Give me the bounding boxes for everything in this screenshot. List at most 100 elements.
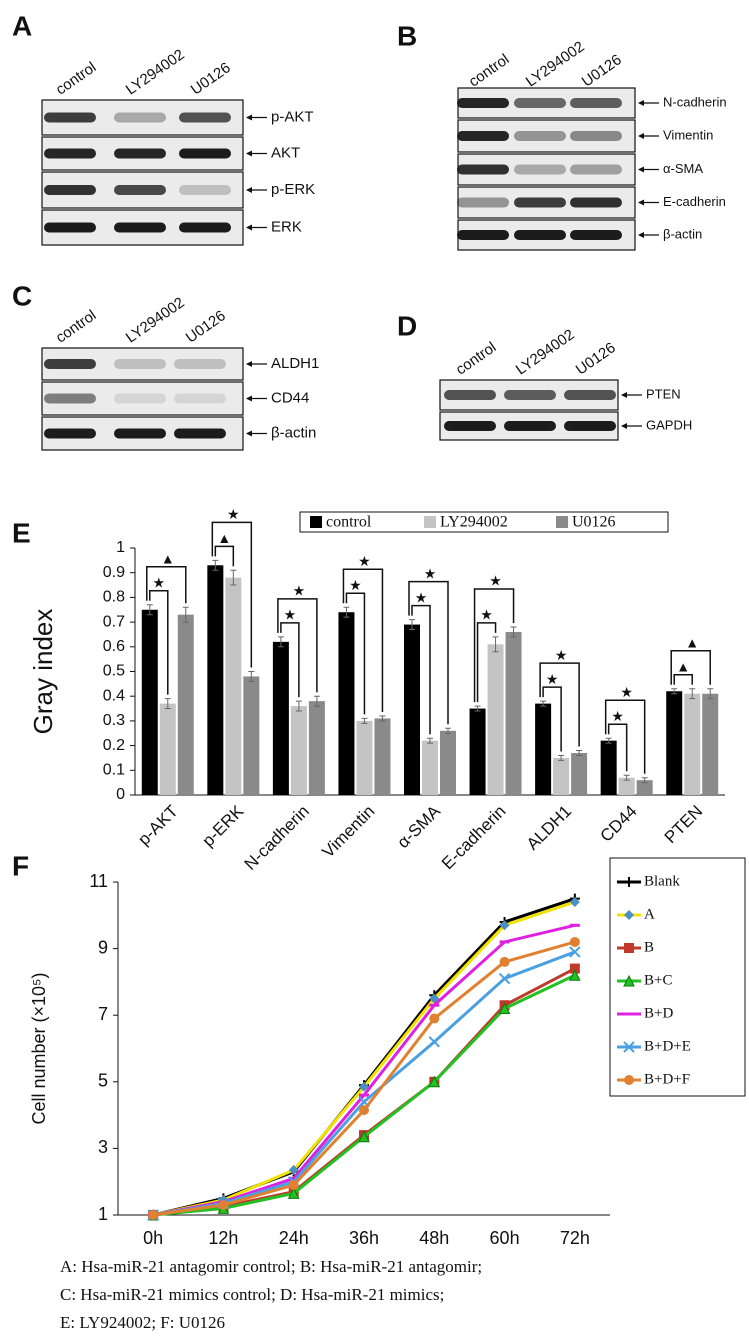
band: [514, 131, 566, 141]
y-tick-label: 0.4: [103, 687, 125, 704]
bar: [702, 693, 719, 795]
band: [444, 421, 496, 431]
band: [514, 164, 566, 175]
bracket: [473, 588, 515, 703]
bar: [177, 614, 194, 795]
bracket: [670, 650, 711, 685]
significance: ★: [424, 565, 437, 581]
y-axis-label: Gray index: [28, 609, 58, 735]
x-tick-label: 48h: [419, 1228, 449, 1248]
arrow-head: [638, 133, 644, 139]
significance: ★: [227, 506, 240, 522]
row-label: α-SMA: [663, 161, 703, 176]
significance: ★: [152, 575, 165, 591]
bar: [571, 753, 588, 795]
significance: ★: [546, 671, 559, 687]
band: [44, 222, 96, 233]
line: [152, 923, 576, 1217]
bracket: [149, 590, 169, 695]
bar: [225, 577, 242, 795]
arrow-head: [246, 395, 252, 402]
arrow-head: [246, 224, 252, 231]
y-tick-label: 0.2: [103, 737, 125, 754]
y-tick-label: 0.9: [103, 564, 125, 581]
arrow-head: [246, 187, 252, 193]
marker: [569, 969, 581, 981]
band: [570, 131, 622, 141]
panel-letter: D: [397, 310, 417, 341]
bracket: [673, 674, 693, 685]
legend-swatch: [556, 516, 568, 528]
error-bar: [379, 715, 386, 722]
footnote: E: LY924002; F: U0126: [60, 1313, 225, 1332]
marker: [148, 1210, 159, 1220]
marker: [359, 1105, 369, 1116]
legend-label: A: [644, 906, 655, 922]
x-tick-label: 0h: [143, 1228, 163, 1248]
error-bar: [576, 750, 583, 756]
marker: [624, 877, 634, 887]
band: [179, 148, 231, 159]
legend-swatch: [310, 516, 322, 528]
legend-label: B+D+F: [644, 1071, 690, 1087]
footnote: A: Hsa-miR-21 antagomir control; B: Hsa-…: [60, 1257, 482, 1276]
significance: ★: [293, 583, 306, 599]
marker: [359, 1081, 369, 1092]
legend-label: U0126: [572, 514, 616, 531]
bar: [553, 757, 570, 795]
marker: [624, 1012, 634, 1016]
bar: [338, 612, 355, 795]
arrow-head: [621, 423, 627, 429]
bar: [272, 641, 289, 795]
bar: [141, 609, 158, 795]
band: [514, 197, 566, 208]
bracket: [411, 604, 431, 735]
error-bar: [605, 737, 612, 744]
bracket: [280, 622, 300, 698]
arrow-head: [638, 166, 644, 173]
marker: [623, 1041, 635, 1053]
arrow-head: [638, 232, 644, 238]
error-bar: [361, 717, 368, 724]
significance: ★: [620, 684, 633, 700]
lane-label: LY294002: [513, 326, 578, 379]
error-bar: [445, 727, 451, 734]
marker: [359, 1093, 369, 1097]
error-bar: [689, 688, 696, 700]
marker: [569, 896, 580, 907]
significance: ★: [489, 573, 502, 589]
band: [44, 393, 96, 404]
legend-label: B+C: [644, 972, 672, 988]
x-tick-label: E-cadherin: [438, 802, 510, 874]
band: [174, 393, 226, 404]
band: [44, 112, 96, 123]
band: [564, 390, 616, 400]
significance: ▲: [217, 530, 231, 546]
bar: [308, 701, 325, 795]
band: [514, 98, 566, 108]
lane-label: U0126: [183, 307, 229, 346]
marker: [569, 946, 581, 958]
x-tick-label: 12h: [208, 1228, 238, 1248]
marker: [499, 956, 510, 967]
row-label: AKT: [271, 144, 300, 161]
row-label: E-cadherin: [663, 194, 726, 209]
band: [174, 359, 226, 369]
band: [44, 148, 96, 159]
band: [570, 98, 622, 108]
x-tick-label: p-AKT: [134, 802, 182, 850]
band: [179, 185, 231, 195]
row-label: PTEN: [646, 386, 681, 401]
bracket: [607, 723, 628, 772]
x-tick-label: Vimentin: [318, 802, 378, 862]
x-tick-label: N-cadherin: [241, 802, 313, 874]
y-tick-label: 0.7: [103, 613, 125, 630]
x-tick-label: CD44: [596, 802, 640, 846]
error-bar: [474, 705, 481, 712]
band: [514, 230, 566, 240]
bar: [618, 777, 635, 795]
y-tick-label: 1: [116, 539, 125, 556]
band: [457, 164, 509, 175]
marker: [623, 974, 635, 987]
bar: [505, 631, 522, 795]
